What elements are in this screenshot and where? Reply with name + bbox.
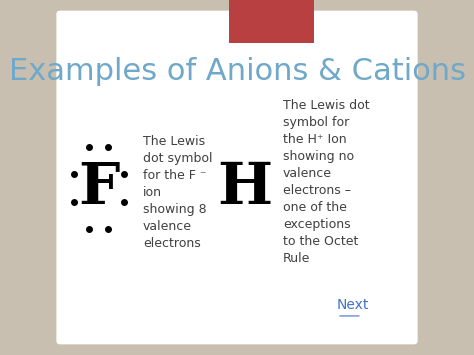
- Bar: [229, 0, 314, 43]
- FancyBboxPatch shape: [56, 11, 418, 344]
- Text: Next: Next: [337, 299, 369, 312]
- Text: The Lewis
dot symbol
for the F ⁻
ion
showing 8
valence
electrons: The Lewis dot symbol for the F ⁻ ion sho…: [143, 135, 212, 250]
- Text: H: H: [217, 160, 272, 216]
- Text: The Lewis dot
symbol for
the H⁺ Ion
showing no
valence
electrons –
one of the
ex: The Lewis dot symbol for the H⁺ Ion show…: [283, 99, 370, 266]
- Text: Examples of Anions & Cations: Examples of Anions & Cations: [9, 57, 465, 86]
- Text: F: F: [78, 160, 119, 216]
